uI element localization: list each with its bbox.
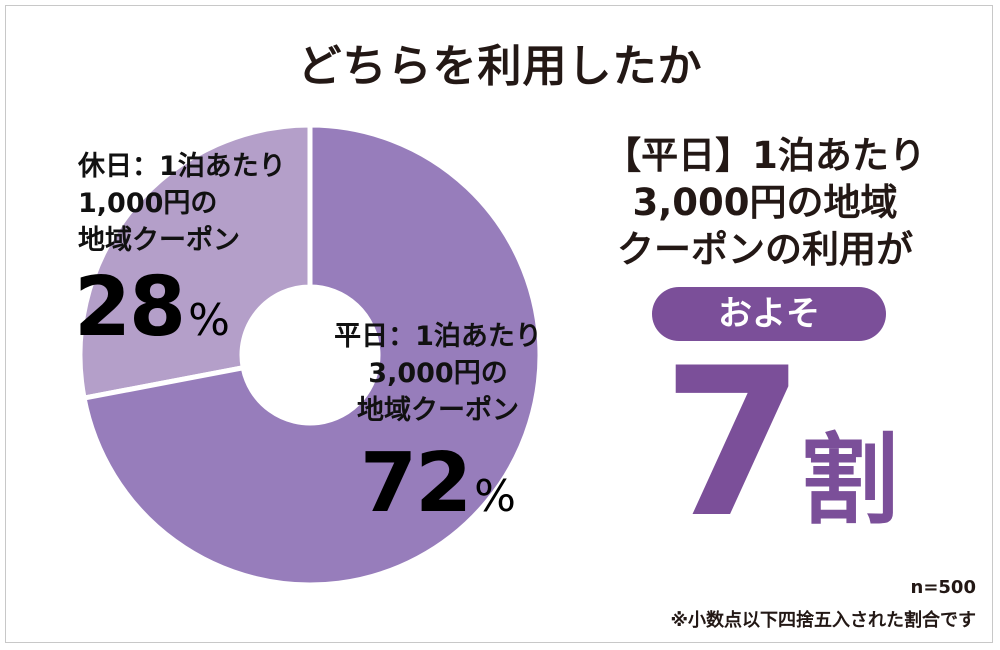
rounding-note: ※小数点以下四捨五入された割合です [670,610,977,631]
holiday-percent-value: 28 [74,260,186,355]
weekday-label-line-1: 平日：1泊あたり [334,321,542,352]
weekday-label-line-2: 3,000円の [368,358,508,389]
holiday-percent: 28% [74,267,286,349]
sample-size-note: n=500 [910,577,976,598]
summary-figure-unit: 割 [800,424,899,538]
donut-slices [77,122,543,588]
summary-line-1: 【平日】1泊あたり [604,134,926,177]
chart-title: どちらを利用したか [297,41,703,92]
summary-figure: 7割 [662,342,899,547]
weekday-percent: 72% [318,443,558,525]
weekday-percent-sign: % [474,471,516,522]
weekday-slice [81,122,543,588]
summary-heading: 【平日】1泊あたり 3,000円の地域 クーポンの利用が [590,132,940,273]
weekday-slice-label: 平日：1泊あたり 3,000円の 地域クーポン 72% [318,318,558,525]
holiday-label-line-2: 1,000円の [78,188,218,219]
weekday-percent-value: 72 [360,436,472,531]
weekday-label-line-3: 地域クーポン [357,395,519,426]
holiday-percent-sign: % [188,295,230,346]
holiday-slice-label: 休日：1泊あたり 1,000円の 地域クーポン 28% [74,148,286,349]
holiday-slice [77,122,313,402]
summary-figure-number: 7 [662,325,805,563]
summary-line-2: 3,000円の地域 [632,181,898,224]
holiday-label-line-3: 地域クーポン [78,225,240,256]
holiday-label-line-1: 休日：1泊あたり [78,151,286,182]
approx-badge: およそ [652,287,886,341]
summary-line-3: クーポンの利用が [617,228,913,271]
